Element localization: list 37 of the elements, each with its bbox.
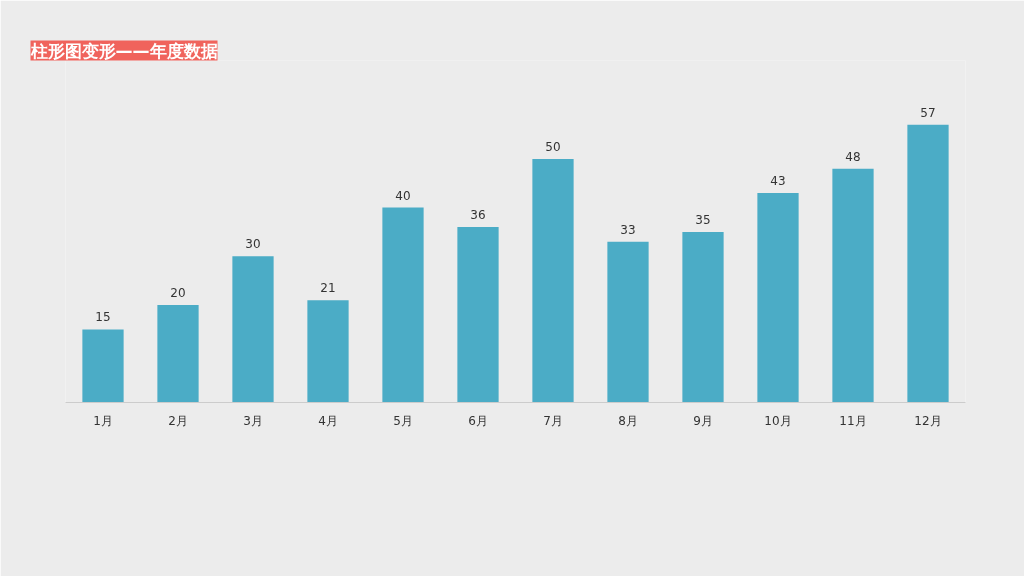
data-label: 50 xyxy=(545,139,561,154)
data-label: 57 xyxy=(920,105,936,120)
x-tick-label: 12月 xyxy=(914,413,942,428)
data-label: 21 xyxy=(320,281,336,296)
x-tick-label: 11月 xyxy=(839,413,867,428)
x-tick-label: 2月 xyxy=(168,413,188,428)
x-tick-label: 6月 xyxy=(468,413,488,428)
data-label: 35 xyxy=(695,212,711,227)
x-tick-label: 7月 xyxy=(543,413,563,428)
x-tick-label: 9月 xyxy=(693,413,713,428)
bar xyxy=(832,168,874,403)
bar xyxy=(457,227,499,403)
bar xyxy=(307,300,349,403)
data-label: 20 xyxy=(170,286,186,301)
bar xyxy=(682,231,724,403)
bar xyxy=(607,241,649,403)
bar xyxy=(232,256,274,403)
bar xyxy=(157,305,199,403)
data-label: 30 xyxy=(245,237,261,252)
x-tick-label: 3月 xyxy=(243,413,263,428)
data-label: 48 xyxy=(845,149,861,164)
chart-title: 柱形图变形——年度数据 xyxy=(29,40,218,61)
bar xyxy=(532,158,574,403)
x-tick-label: 1月 xyxy=(93,413,113,428)
x-tick-label: 5月 xyxy=(393,413,413,428)
data-label: 40 xyxy=(395,188,411,203)
data-label: 33 xyxy=(620,222,636,237)
x-tick-label: 10月 xyxy=(764,413,792,428)
bar xyxy=(757,192,799,403)
bar xyxy=(907,124,949,403)
bar xyxy=(382,207,424,403)
data-label: 43 xyxy=(770,173,786,188)
data-label: 15 xyxy=(95,310,111,325)
x-tick-label: 4月 xyxy=(318,413,338,428)
bar xyxy=(82,329,124,403)
x-tick-label: 8月 xyxy=(618,413,638,428)
data-label: 36 xyxy=(470,208,486,223)
